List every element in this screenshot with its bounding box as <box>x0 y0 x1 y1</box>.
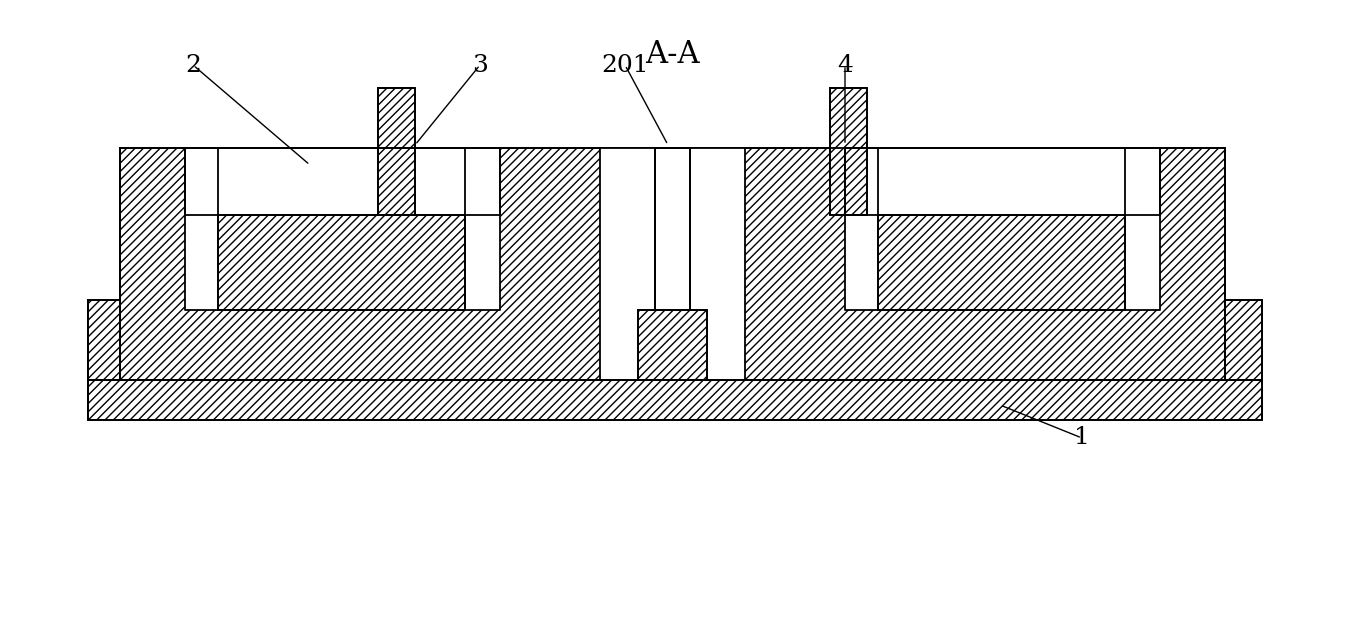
Bar <box>655 148 690 310</box>
Bar <box>186 148 500 310</box>
Bar <box>87 380 1262 420</box>
Bar <box>845 148 1159 310</box>
Text: 4: 4 <box>837 53 853 77</box>
Text: 1: 1 <box>1075 426 1089 450</box>
Bar <box>830 88 868 215</box>
Bar <box>218 215 465 310</box>
Text: 201: 201 <box>601 53 648 77</box>
Bar <box>120 148 1225 380</box>
Bar <box>378 88 416 215</box>
Text: 3: 3 <box>472 53 488 77</box>
Bar <box>1225 300 1262 380</box>
Text: 2: 2 <box>186 53 200 77</box>
Bar <box>638 310 707 380</box>
Text: A-A: A-A <box>644 39 699 70</box>
Bar <box>878 215 1124 310</box>
Bar <box>600 148 745 380</box>
Bar <box>87 300 120 380</box>
